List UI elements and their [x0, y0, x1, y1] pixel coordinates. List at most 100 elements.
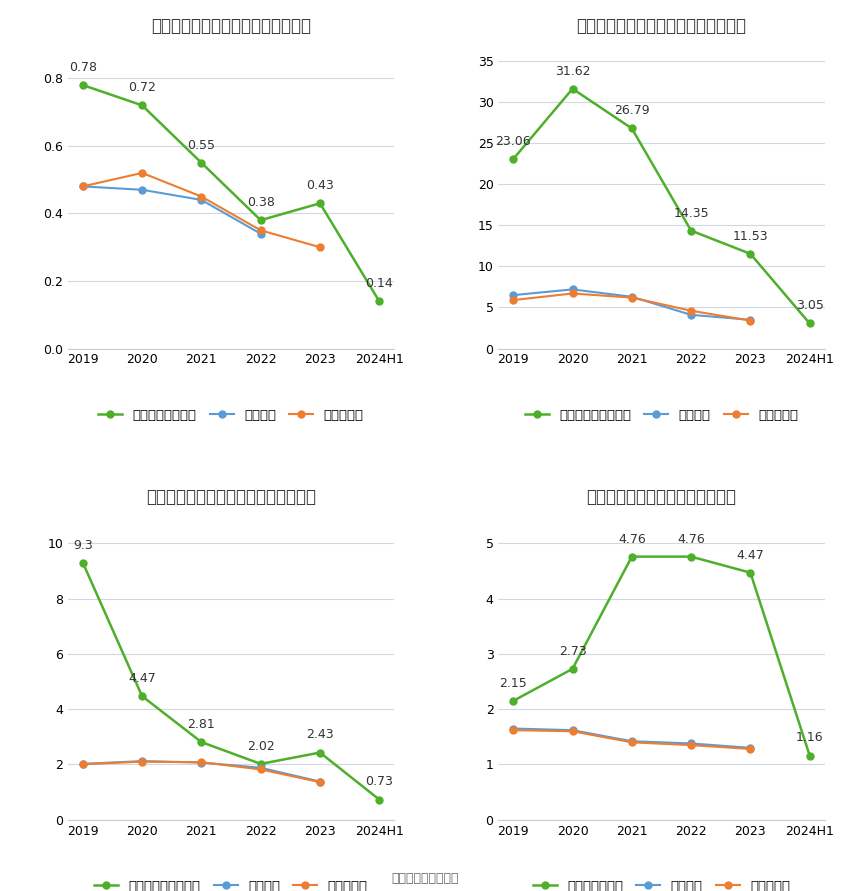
公司总资产周转率: [137, 100, 147, 110]
行业中位数: [256, 764, 266, 775]
Legend: 公司总资产周转率, 行业均值, 行业中位数: 公司总资产周转率, 行业均值, 行业中位数: [94, 404, 369, 427]
行业中位数: [508, 295, 518, 306]
Title: 霍莱沃历年总资产周转率情况（次）: 霍莱沃历年总资产周转率情况（次）: [151, 17, 311, 35]
行业均值: [77, 758, 88, 769]
行业中位数: [77, 759, 88, 770]
Line: 行业均值: 行业均值: [510, 725, 754, 751]
Line: 行业中位数: 行业中位数: [79, 169, 324, 250]
公司固定资产周转率: [686, 225, 696, 236]
Text: 2.43: 2.43: [306, 729, 334, 741]
行业中位数: [686, 306, 696, 316]
公司存货周转率: [568, 664, 578, 674]
行业中位数: [137, 756, 147, 767]
Line: 公司应收账款周转率: 公司应收账款周转率: [79, 560, 382, 803]
公司总资产周转率: [374, 296, 384, 307]
Line: 行业中位数: 行业中位数: [79, 758, 324, 786]
Line: 行业均值: 行业均值: [510, 286, 754, 323]
公司应收账款周转率: [77, 558, 88, 568]
Text: 4.47: 4.47: [736, 549, 764, 561]
Text: 4.47: 4.47: [128, 672, 156, 685]
公司总资产周转率: [77, 79, 88, 90]
行业均值: [686, 738, 696, 748]
Legend: 公司固定资产周转率, 行业均值, 行业中位数: 公司固定资产周转率, 行业均值, 行业中位数: [519, 404, 803, 427]
Text: 0.14: 0.14: [366, 277, 394, 290]
Text: 23.06: 23.06: [496, 135, 531, 148]
公司存货周转率: [686, 552, 696, 562]
Text: 26.79: 26.79: [614, 104, 649, 118]
行业中位数: [314, 241, 325, 252]
Text: 1.16: 1.16: [796, 732, 824, 745]
公司总资产周转率: [314, 198, 325, 208]
公司存货周转率: [805, 750, 815, 761]
Text: 数据来源：恒生聚源: 数据来源：恒生聚源: [391, 872, 459, 885]
Line: 行业中位数: 行业中位数: [510, 290, 754, 324]
行业中位数: [137, 168, 147, 178]
行业均值: [196, 194, 207, 205]
行业中位数: [196, 756, 207, 767]
行业均值: [745, 315, 756, 325]
Text: 4.76: 4.76: [677, 533, 705, 545]
Text: 0.55: 0.55: [187, 139, 215, 151]
行业中位数: [256, 225, 266, 235]
公司总资产周转率: [196, 158, 207, 168]
行业中位数: [568, 288, 578, 298]
行业中位数: [745, 744, 756, 755]
Title: 霍莱沃历年应收账款周转率情况（次）: 霍莱沃历年应收账款周转率情况（次）: [146, 488, 316, 506]
行业中位数: [686, 740, 696, 750]
行业均值: [568, 725, 578, 736]
行业均值: [686, 309, 696, 320]
公司应收账款周转率: [256, 758, 266, 769]
行业均值: [137, 184, 147, 195]
行业中位数: [508, 725, 518, 736]
Text: 2.73: 2.73: [558, 645, 586, 658]
行业均值: [256, 228, 266, 239]
行业均值: [626, 736, 637, 747]
行业均值: [508, 290, 518, 300]
行业中位数: [568, 726, 578, 737]
Text: 0.38: 0.38: [246, 196, 275, 209]
行业均值: [256, 763, 266, 773]
Legend: 公司应收账款周转率, 行业均值, 行业中位数: 公司应收账款周转率, 行业均值, 行业中位数: [89, 875, 373, 891]
Title: 霍莱沃历年存货周转率情况（次）: 霍莱沃历年存货周转率情况（次）: [586, 488, 736, 506]
行业均值: [568, 284, 578, 295]
Text: 0.73: 0.73: [366, 775, 394, 789]
行业中位数: [626, 737, 637, 748]
Text: 0.78: 0.78: [69, 61, 97, 74]
行业中位数: [745, 315, 756, 326]
公司存货周转率: [626, 552, 637, 562]
行业中位数: [196, 192, 207, 202]
Line: 行业均值: 行业均值: [79, 183, 264, 237]
公司固定资产周转率: [805, 318, 815, 329]
行业均值: [77, 181, 88, 192]
Line: 公司固定资产周转率: 公司固定资产周转率: [510, 86, 813, 327]
公司存货周转率: [508, 696, 518, 707]
公司应收账款周转率: [374, 794, 384, 805]
Text: 2.15: 2.15: [499, 677, 527, 690]
Text: 14.35: 14.35: [673, 207, 709, 219]
公司固定资产周转率: [568, 84, 578, 94]
公司总资产周转率: [256, 215, 266, 225]
Text: 3.05: 3.05: [796, 299, 824, 313]
公司应收账款周转率: [137, 691, 147, 701]
Line: 公司存货周转率: 公司存货周转率: [510, 553, 813, 759]
行业中位数: [77, 181, 88, 192]
Text: 4.76: 4.76: [618, 533, 646, 545]
Line: 行业中位数: 行业中位数: [510, 727, 754, 752]
公司存货周转率: [745, 568, 756, 578]
公司应收账款周转率: [314, 748, 325, 758]
公司固定资产周转率: [508, 154, 518, 165]
行业均值: [314, 776, 325, 787]
行业中位数: [314, 777, 325, 788]
公司固定资产周转率: [745, 249, 756, 259]
Text: 2.02: 2.02: [246, 740, 275, 753]
Text: 0.43: 0.43: [306, 179, 334, 192]
Text: 9.3: 9.3: [73, 538, 93, 552]
Text: 31.62: 31.62: [555, 65, 590, 78]
行业均值: [196, 757, 207, 768]
Title: 霍莱沃历年固定资产周转率情况（次）: 霍莱沃历年固定资产周转率情况（次）: [576, 17, 746, 35]
Line: 行业均值: 行业均值: [79, 757, 324, 785]
Line: 公司总资产周转率: 公司总资产周转率: [79, 82, 382, 305]
行业均值: [137, 756, 147, 766]
Legend: 公司存货周转率, 行业均值, 行业中位数: 公司存货周转率, 行业均值, 行业中位数: [528, 875, 796, 891]
行业均值: [745, 742, 756, 753]
